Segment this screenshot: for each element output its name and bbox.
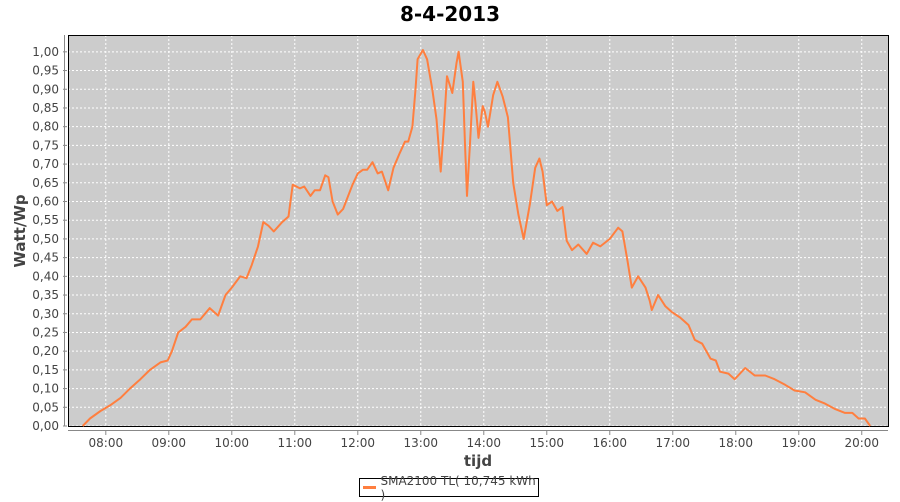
x-tick-label: 09:00 (151, 436, 186, 450)
chart-title: 8-4-2013 (399, 2, 501, 26)
y-tick-label: 0,05 (32, 400, 59, 414)
x-tick-label: 19:00 (781, 436, 816, 450)
y-tick-label: 0,65 (32, 176, 59, 190)
y-axis-label: Watt/Wp (11, 194, 29, 267)
y-tick-label: 0,75 (32, 138, 59, 152)
legend-label: SMA2100 TL( 10,745 kWh ) (380, 473, 536, 502)
y-tick-label: 1,00 (32, 45, 59, 59)
x-tick-label: 11:00 (277, 436, 312, 450)
legend: SMA2100 TL( 10,745 kWh ) (359, 474, 539, 502)
y-tick-label: 0,20 (32, 344, 59, 358)
x-tick-label: 13:00 (403, 436, 438, 450)
y-tick-label: 0,55 (32, 213, 59, 227)
series-line (81, 49, 872, 427)
y-tick-label: 0,90 (32, 82, 59, 96)
x-axis-label: tijd (464, 452, 492, 470)
x-tick-label: 18:00 (718, 436, 753, 450)
y-tick-label: 0,50 (32, 232, 59, 246)
y-tick-label: 0,40 (32, 269, 59, 283)
y-tick-label: 0,95 (32, 64, 59, 78)
x-tick-label: 17:00 (655, 436, 690, 450)
y-tick-label: 0,85 (32, 101, 59, 115)
legend-swatch (363, 486, 377, 489)
y-tick-label: 0,30 (32, 307, 59, 321)
y-tick-label: 0,15 (32, 363, 59, 377)
y-tick-label: 0,00 (32, 419, 59, 433)
y-tick-label: 0,70 (32, 157, 59, 171)
x-tick-label: 08:00 (89, 436, 124, 450)
x-tick-label: 10:00 (214, 436, 249, 450)
plot-background (68, 35, 888, 426)
y-tick-label: 0,10 (32, 382, 59, 396)
y-tick-label: 0,25 (32, 325, 59, 339)
x-tick-label: 16:00 (592, 436, 627, 450)
y-tick-label: 0,60 (32, 195, 59, 209)
x-tick-label: 20:00 (844, 436, 879, 450)
y-tick-label: 0,45 (32, 251, 59, 265)
plot-border (68, 35, 889, 427)
y-tick-label: 0,80 (32, 120, 59, 134)
x-tick-label: 14:00 (466, 436, 501, 450)
x-tick-label: 12:00 (340, 436, 375, 450)
y-tick-label: 0,35 (32, 288, 59, 302)
x-tick-label: 15:00 (529, 436, 564, 450)
